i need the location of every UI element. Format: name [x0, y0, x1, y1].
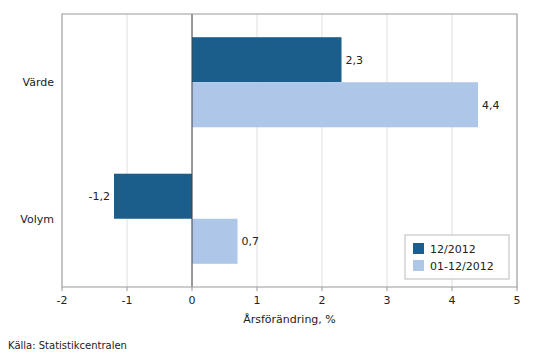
- data-label: 2,3: [346, 54, 364, 67]
- x-tick: [62, 287, 63, 291]
- data-label: -1,2: [89, 190, 110, 203]
- y-tick-label: Värde: [23, 76, 55, 89]
- x-tick-label: 5: [514, 294, 521, 307]
- x-tick: [192, 287, 193, 291]
- x-tick: [127, 287, 128, 291]
- zero-line: [192, 14, 193, 287]
- grid-line: [127, 14, 128, 287]
- x-tick: [257, 287, 258, 291]
- x-tick-label: -1: [122, 294, 133, 307]
- x-tick-label: 1: [254, 294, 261, 307]
- source: Källa: Statistikcentralen: [8, 340, 127, 351]
- x-tick-label: 3: [384, 294, 391, 307]
- chart: -2 -1 0 1 2 3 4 5 2,3 -1,2 4,4 0,7 Värde Volym Årsförä…: [0, 0, 533, 359]
- x-tick-label: 0: [189, 294, 196, 307]
- legend-swatch: [413, 243, 424, 254]
- x-tick: [452, 287, 453, 291]
- bar: [192, 37, 342, 82]
- legend: 12/2012 01-12/2012: [405, 235, 509, 279]
- legend-label: 01-12/2012: [430, 260, 494, 273]
- plot-frame: [62, 14, 517, 287]
- x-tick-label: 2: [319, 294, 326, 307]
- bar: [192, 82, 478, 127]
- grid-line: [387, 14, 388, 287]
- x-tick: [322, 287, 323, 291]
- x-tick: [387, 287, 388, 291]
- legend-label: 12/2012: [430, 243, 476, 256]
- x-tick-label: 4: [449, 294, 456, 307]
- x-tick-label: -2: [57, 294, 68, 307]
- data-label: 4,4: [482, 99, 500, 112]
- data-labels: 2,3 -1,2 4,4 0,7: [89, 54, 500, 249]
- legend-swatch: [413, 260, 424, 271]
- grid-line: [192, 14, 193, 287]
- bars: [114, 37, 478, 264]
- plot-area: [62, 14, 517, 287]
- y-tick-label: Volym: [20, 213, 54, 226]
- legend-box: [405, 235, 509, 279]
- bar: [192, 219, 238, 264]
- x-axis-label: Årsförändring, %: [243, 313, 336, 326]
- x-tick: [517, 287, 518, 291]
- data-label: 0,7: [242, 235, 260, 248]
- grid: [62, 14, 517, 287]
- bar: [114, 174, 192, 219]
